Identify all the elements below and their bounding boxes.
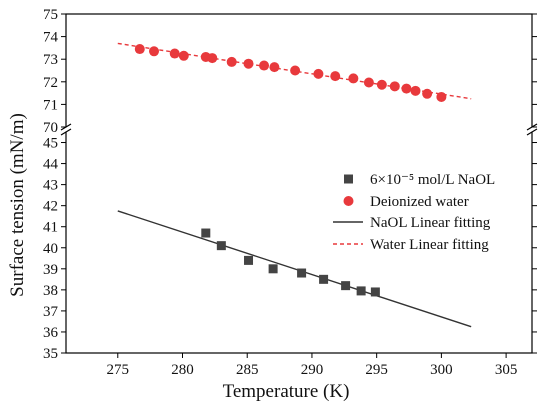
legend: 6×10⁻⁵ mol/L NaOL Deionized water NaOL Lin… <box>333 172 495 253</box>
legend-square-swatch <box>344 174 353 184</box>
y-tick-label: 36 <box>43 325 59 341</box>
y-tick-label: 73 <box>43 52 58 68</box>
water-data-point <box>169 48 180 59</box>
x-tick-label: 275 <box>107 362 130 378</box>
water-data-point <box>401 83 412 94</box>
y-tick-label: 75 <box>43 7 58 23</box>
y-tick-label: 70 <box>43 120 58 136</box>
water-data-point <box>389 81 400 92</box>
water-data-point <box>313 68 324 79</box>
water-data-point <box>269 62 280 73</box>
naol-data-point <box>216 241 226 251</box>
water-data-point <box>363 77 374 88</box>
water-data-point <box>436 91 447 102</box>
tick-labels-layer: 275 280 285 290 295 300 305 70 71 72 73 74 75 35 36 37 3… <box>43 7 517 378</box>
water-data-point <box>330 71 341 82</box>
water-data-point <box>376 79 387 90</box>
axes-layer <box>59 13 539 358</box>
legend-circle-swatch <box>343 196 354 206</box>
y-tick-label: 41 <box>43 220 58 236</box>
legend-label: NaOL Linear fitting <box>370 215 491 231</box>
water-data-point <box>134 44 145 55</box>
water-data-point <box>259 60 270 71</box>
y-tick-label: 39 <box>43 262 58 278</box>
y-tick-label: 43 <box>43 178 58 194</box>
plot-frame <box>65 13 533 354</box>
water-data-point <box>348 73 359 84</box>
y-tick-label: 71 <box>43 97 58 113</box>
water-data-point <box>207 53 218 64</box>
water-data-point <box>290 65 301 76</box>
axis-break-gap-left <box>59 127 73 132</box>
y-tick-label: 40 <box>43 241 58 257</box>
naol-data-point <box>268 264 278 274</box>
x-tick-label: 285 <box>236 362 259 378</box>
legend-label: Deionized water <box>370 194 469 210</box>
x-tick-label: 280 <box>171 362 194 378</box>
legend-label: 6×10⁻⁵ mol/L NaOL <box>370 172 495 188</box>
y-tick-label: 42 <box>43 199 58 215</box>
y-tick-label: 74 <box>43 30 59 46</box>
markers-layer <box>134 44 447 297</box>
axis-break-mark <box>60 128 72 136</box>
water-data-point <box>226 56 237 67</box>
naol-data-point <box>370 287 380 297</box>
x-tick-label: 290 <box>301 362 324 378</box>
axis-break-gap-right <box>525 127 539 132</box>
y-tick-label: 37 <box>43 304 59 320</box>
y-tick-label: 44 <box>43 157 59 173</box>
water-data-point <box>410 85 421 96</box>
x-tick-label: 295 <box>365 362 388 378</box>
legend-label: Water Linear fitting <box>370 237 489 253</box>
x-tick-label: 300 <box>430 362 453 378</box>
naol-data-point <box>297 268 307 278</box>
water-data-point <box>422 88 433 99</box>
water-data-point <box>178 50 189 61</box>
naol-data-point <box>341 281 351 291</box>
y-axis-label: Surface tension (mN/m) <box>7 113 28 297</box>
axis-break-mark <box>526 128 538 136</box>
y-tick-label: 72 <box>43 75 58 91</box>
y-tick-label: 45 <box>43 136 58 152</box>
y-tick-label: 35 <box>43 346 58 362</box>
x-tick-label: 305 <box>495 362 518 378</box>
naol-fit-line <box>117 210 472 328</box>
x-axis-label: Temperature (K) <box>223 381 350 402</box>
water-data-point <box>149 46 160 57</box>
y-tick-label: 38 <box>43 283 58 299</box>
naol-data-point <box>201 228 211 238</box>
naol-data-point <box>244 255 254 265</box>
naol-data-point <box>319 274 329 284</box>
water-data-point <box>243 58 254 69</box>
naol-data-point <box>356 286 366 296</box>
